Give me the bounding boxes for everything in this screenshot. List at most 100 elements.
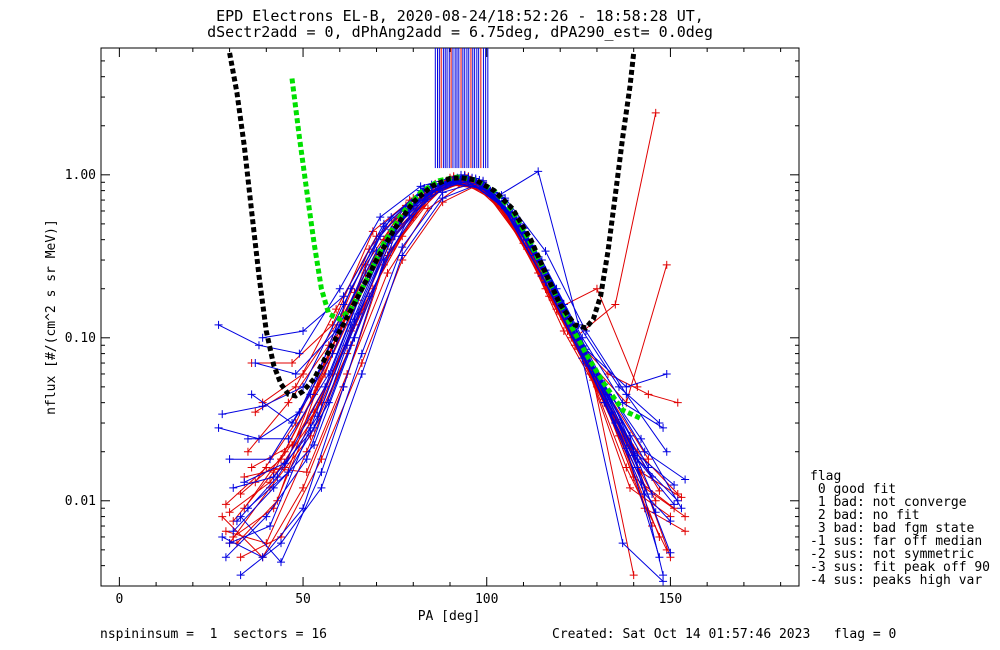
red-sweep-point — [644, 455, 653, 464]
blue-sweep-point — [265, 455, 274, 464]
red-sweep-point — [677, 493, 686, 502]
blue-sweep-point — [637, 434, 646, 443]
blue-sweep-point — [214, 320, 223, 329]
red-sweep-point — [644, 390, 653, 399]
x-tick-label: 150 — [659, 592, 682, 607]
blue-sweep-point — [622, 390, 631, 399]
blue-sweep-point — [350, 315, 359, 324]
blue-sweep-point — [324, 398, 333, 407]
red-sweep-line — [243, 181, 678, 509]
blue-sweep-line — [262, 174, 668, 452]
blue-sweep-point — [302, 455, 311, 464]
blue-sweep-line — [233, 179, 671, 553]
blue-sweep-point — [324, 369, 333, 378]
red-sweep-point — [299, 483, 308, 492]
blue-sweep-point — [225, 455, 234, 464]
red-sweep-point — [368, 227, 377, 236]
red-sweep-point — [681, 527, 690, 536]
red-sweep-point — [302, 468, 311, 477]
blue-sweep-point — [258, 333, 267, 342]
blue-sweep-point — [232, 517, 241, 526]
blue-sweep-line — [244, 181, 649, 483]
blue-sweep-point — [622, 382, 631, 391]
blue-sweep-point — [376, 213, 385, 222]
blue-sweep-point — [221, 553, 230, 562]
red-sweep-point — [673, 490, 682, 499]
chart-title: EPD Electrons EL-B, 2020-08-24/18:52:26 … — [216, 7, 704, 25]
x-tick-label: 50 — [295, 592, 311, 607]
blue-sweep-line — [240, 180, 686, 564]
blue-sweep-point — [229, 483, 238, 492]
blue-sweep-point — [640, 447, 649, 456]
blue-sweep-point — [284, 434, 293, 443]
red-sweep-point — [662, 260, 671, 269]
legend-heading: flag — [810, 469, 842, 484]
red-sweep-point — [280, 447, 289, 456]
blue-sweep-point — [659, 423, 668, 432]
chart-subtitle: dSectr2add = 0, dPhAng2add = 6.75deg, dP… — [207, 23, 713, 41]
red-sweep-point — [221, 527, 230, 536]
blue-sweep-point — [379, 219, 388, 228]
blue-sweep-line — [229, 177, 675, 544]
black-fit-curve — [227, 52, 637, 399]
y-axis-label: nflux [#/(cm^2 s sr MeV)] — [44, 219, 59, 415]
blue-sweep-point — [321, 382, 330, 391]
blue-sweep-line — [221, 177, 660, 558]
y-tick-label: 0.10 — [65, 331, 96, 346]
blue-sweep-point — [254, 341, 263, 350]
red-sweep-point — [383, 268, 392, 277]
red-sweep-point — [291, 382, 300, 391]
blue-sweep-point — [398, 243, 407, 252]
data-layer — [214, 48, 690, 586]
blue-sweep-point — [258, 402, 267, 411]
blue-sweep-point — [655, 419, 664, 428]
blue-sweep-point — [291, 369, 300, 378]
red-sweep-point — [655, 486, 664, 495]
blue-sweep-point — [247, 390, 256, 399]
blue-sweep-point — [317, 468, 326, 477]
red-sweep-line — [236, 183, 682, 544]
blue-sweep-point — [398, 251, 407, 260]
y-tick-label: 1.00 — [65, 168, 96, 183]
red-sweep-point — [622, 463, 631, 472]
red-sweep-point — [611, 300, 620, 309]
blue-sweep-point — [438, 188, 447, 197]
blue-sweep-point — [666, 548, 675, 557]
blue-sweep-point — [644, 463, 653, 472]
legend-item: 2 bad: no fit — [810, 508, 920, 523]
red-sweep-point — [655, 532, 664, 541]
blue-sweep-point — [662, 447, 671, 456]
blue-sweep-point — [357, 369, 366, 378]
legend-item: 1 bad: not converge — [810, 495, 967, 510]
blue-sweep-point — [284, 468, 293, 477]
blue-sweep-point — [258, 553, 267, 562]
blue-sweep-point — [243, 434, 252, 443]
blue-sweep-point — [218, 410, 227, 419]
red-sweep-point — [629, 571, 638, 580]
legend-item: 0 good fit — [810, 482, 897, 497]
blue-sweep-point — [673, 496, 682, 505]
blue-sweep-point — [670, 480, 679, 489]
blue-sweep-point — [339, 382, 348, 391]
blue-sweep-point — [677, 504, 686, 513]
red-sweep-point — [236, 553, 245, 562]
tick-labels: 0 50 100 150 0.01 0.10 1.00 — [65, 168, 682, 607]
blue-sweep-point — [310, 423, 319, 432]
blue-sweep-point — [269, 472, 278, 481]
red-sweep-point — [592, 284, 601, 293]
blue-sweep-point — [335, 284, 344, 293]
red-sweep-line — [254, 177, 660, 492]
red-sweep-point — [288, 359, 297, 368]
y-tick-label: 0.01 — [65, 494, 96, 509]
blue-sweep-point — [229, 527, 238, 536]
red-sweep-line — [229, 178, 635, 576]
blue-sweep-point — [299, 327, 308, 336]
blue-sweep-point — [618, 539, 627, 548]
x-tick-label: 0 — [115, 592, 123, 607]
blue-sweep-point — [265, 522, 274, 531]
red-sweep-line — [225, 175, 671, 558]
blue-sweep-point — [578, 354, 587, 363]
x-axis-label: PA [deg] — [418, 609, 481, 624]
flag-legend: flag 0 good fit 1 bad: not converge 2 ba… — [810, 470, 990, 587]
red-sweep-point — [284, 398, 293, 407]
